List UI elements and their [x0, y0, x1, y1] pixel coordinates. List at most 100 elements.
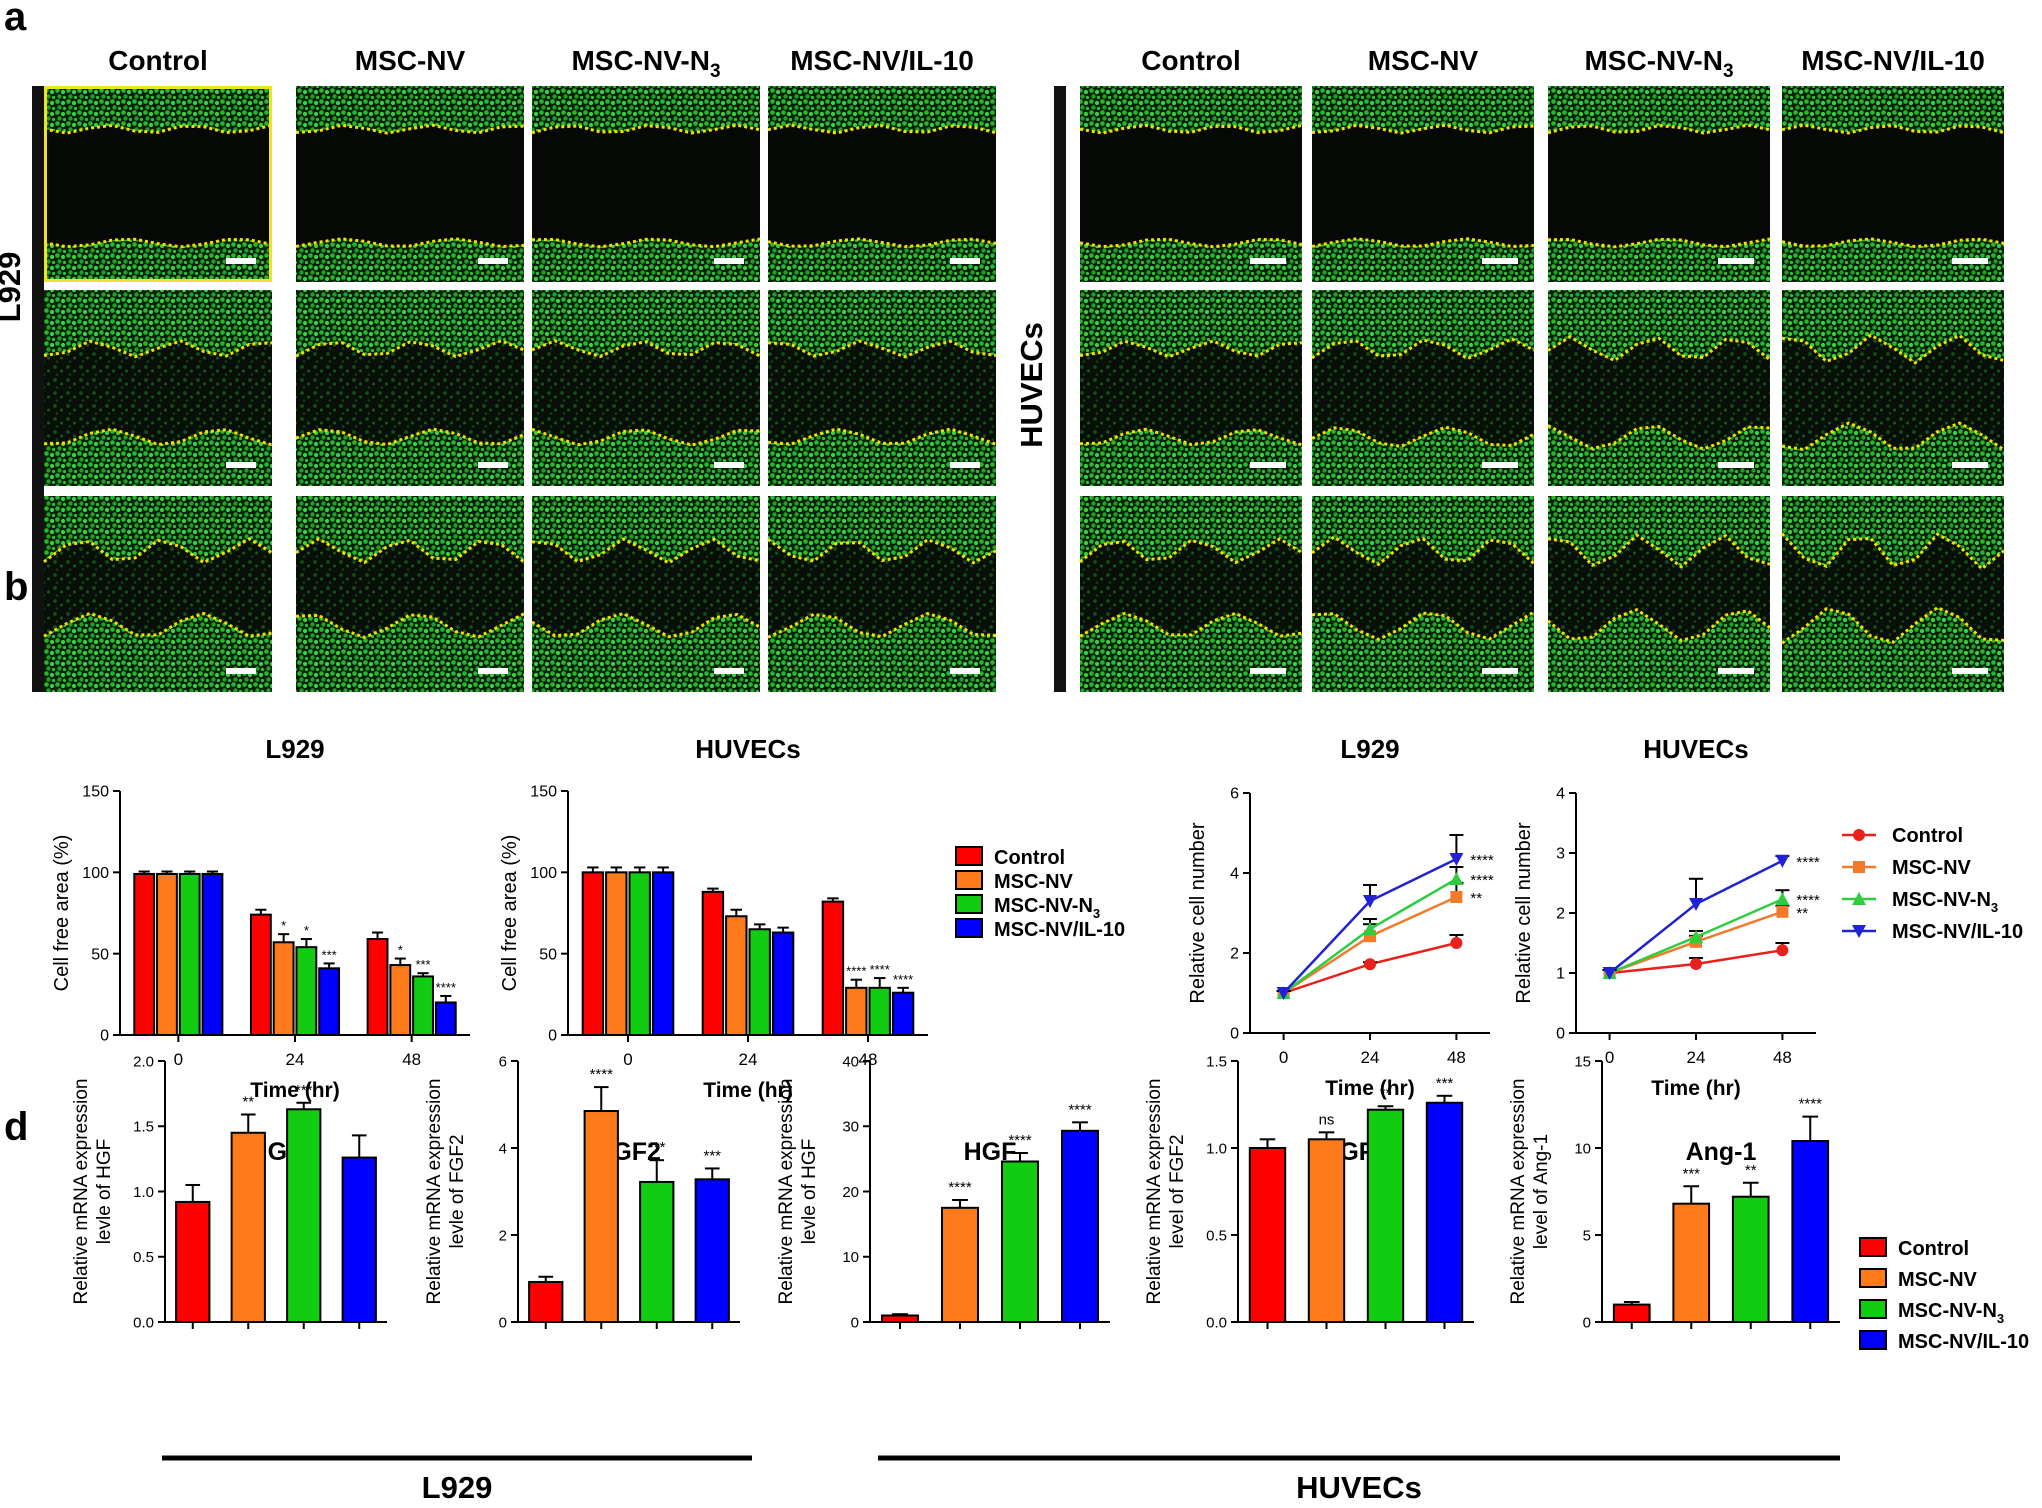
wound-area-shade: [44, 538, 272, 637]
marker-triangle-down: [1276, 987, 1291, 1000]
wound-edge-top: [295, 123, 525, 135]
column-header: MSC-NV/IL-10: [790, 45, 974, 76]
scale-bar: [1482, 462, 1518, 468]
y-tick-label: 1.5: [1206, 1053, 1227, 1070]
marker-triangle-down: [1775, 854, 1790, 868]
x-tick-label: 0: [1605, 1048, 1614, 1067]
bar: [605, 871, 628, 1036]
column-header: MSC-NV/IL-10: [1801, 45, 1985, 76]
bar: [1001, 1160, 1039, 1323]
cell-line-label: HUVECs: [1014, 322, 1049, 448]
scale-bar: [1952, 258, 1988, 264]
panel-label-d: d: [4, 1105, 28, 1149]
wound-edge-top: [531, 123, 761, 135]
x-axis-label: Time (hr): [250, 1079, 339, 1102]
scale-bar: [950, 462, 980, 468]
significance: **: [1796, 905, 1808, 922]
y-tick-label: 0: [851, 1314, 859, 1331]
bar: [272, 941, 295, 1037]
legend-label: Control: [994, 847, 1065, 869]
wound-edge-top: [1547, 335, 1771, 363]
wound-edge-bottom: [295, 612, 525, 639]
y-tick-label: 1.5: [133, 1119, 154, 1136]
wound-area-shade: [768, 539, 996, 638]
y-tick-label: 0: [100, 1028, 109, 1045]
subscript: 3: [710, 61, 721, 82]
wound-edge-top: [531, 537, 761, 565]
chart-title: Ang-1: [1686, 1138, 1757, 1166]
significance: ****: [1008, 1132, 1032, 1149]
wound-edge-top: [1311, 337, 1535, 361]
series-line: [1282, 895, 1457, 995]
subscript: 3: [1093, 906, 1100, 921]
legend-swatch: [1859, 1268, 1887, 1288]
legend-swatch: [955, 918, 983, 938]
bar: [389, 964, 412, 1037]
x-axis-label: Time (hr): [1325, 1077, 1414, 1100]
wound-area: [1312, 125, 1534, 247]
y-tick-label: 50: [539, 946, 557, 963]
y-axis-label: Relative cell number: [1513, 822, 1535, 1004]
x-tick-label: 48: [402, 1050, 421, 1069]
significance: ****: [436, 980, 456, 995]
y-axis-label: levle of FGF2: [447, 1134, 468, 1248]
scale-bar: [226, 258, 256, 264]
bar: [249, 913, 272, 1036]
significance: ****: [948, 1179, 972, 1196]
bar: [651, 871, 675, 1036]
bar: [1248, 1147, 1287, 1323]
significance: ****: [590, 1066, 614, 1083]
legend-label: MSC-NV-N3: [1892, 889, 1998, 915]
bar: [1061, 1129, 1099, 1323]
x-tick-label: 24: [739, 1050, 758, 1069]
highlight-box: [44, 86, 272, 282]
bar: [583, 1110, 619, 1324]
y-tick-label: 0: [1556, 1026, 1565, 1043]
wound-area-shade: [296, 340, 524, 445]
bar: [628, 871, 651, 1036]
bar: [434, 1001, 457, 1037]
row-group-bar: [1054, 86, 1066, 692]
wound-edge-top: [43, 537, 273, 565]
subscript: 3: [1997, 1311, 2004, 1326]
legend-label: MSC-NV: [994, 871, 1074, 893]
scale-bar: [1718, 462, 1754, 468]
wound-area-shade: [1782, 533, 2004, 644]
wound-edge-top: [1780, 532, 2005, 571]
wound-edge-bottom: [43, 237, 273, 249]
wound-area-shade: [1312, 536, 1534, 640]
y-tick-label: 30: [842, 1119, 859, 1136]
wound-edge-bottom: [43, 611, 273, 638]
y-axis-label: Relative mRNA expression: [1508, 1079, 1529, 1305]
legend-swatch: [955, 846, 983, 866]
bar: [1366, 1108, 1405, 1323]
legend-label: Control: [1892, 825, 1963, 847]
wound-edge-bottom: [1079, 427, 1303, 447]
column-header: MSC-NV: [1368, 45, 1479, 76]
significance: ****: [1068, 1101, 1092, 1118]
legend-swatch: [955, 894, 983, 914]
wound-edge-top: [43, 339, 273, 359]
y-axis-label: levle of HGF: [94, 1139, 115, 1245]
significance: ****: [1796, 854, 1820, 871]
bar: [133, 872, 156, 1037]
wound-edge-bottom: [1547, 608, 1771, 643]
bar: [701, 890, 725, 1036]
subscript: 3: [1723, 61, 1734, 82]
x-tick-label: 0: [174, 1050, 183, 1069]
chart-b-huvecs: HUVECs 0 50 100 150 Cell free area (%) 0 24 48 **…: [499, 734, 928, 1102]
wound-edge-bottom: [1079, 611, 1303, 638]
y-axis-label: Cell free area (%): [51, 835, 73, 992]
y-tick-label: 4: [1230, 866, 1239, 883]
y-axis-label: level of FGF2: [1167, 1134, 1188, 1248]
y-tick-label: 6: [1230, 786, 1239, 803]
bar: [318, 967, 341, 1036]
wound-area: [1548, 125, 1770, 247]
bar: [1791, 1140, 1830, 1324]
x-tick-label: 48: [1447, 1048, 1466, 1067]
wound-area: [768, 125, 996, 247]
y-axis-label: level of Ang-1: [1531, 1134, 1552, 1249]
